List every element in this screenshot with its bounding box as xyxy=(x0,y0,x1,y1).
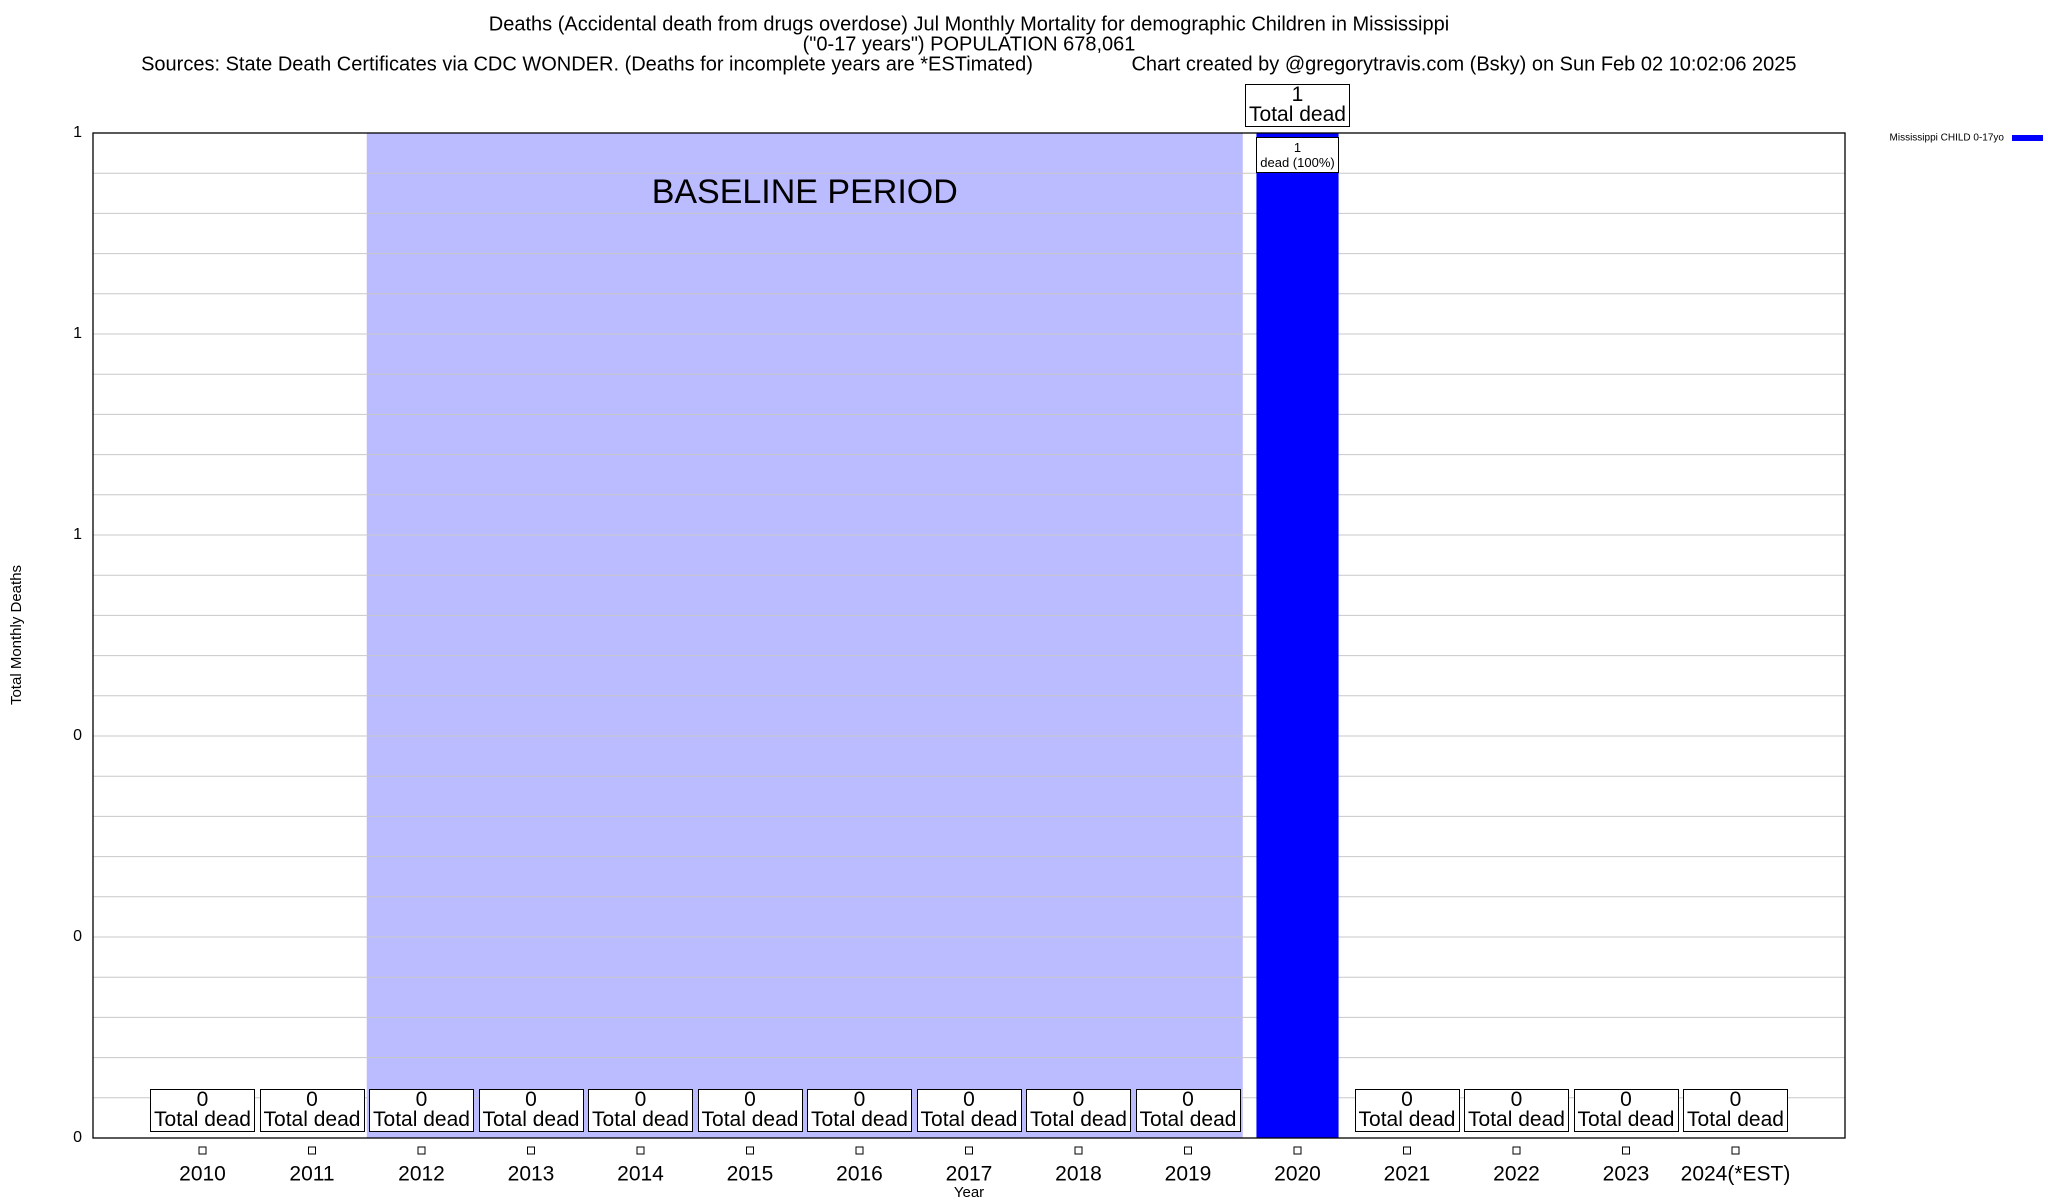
total-label: 0 Total dead xyxy=(1354,1089,1460,1132)
chart-subtitle: ("0-17 years") POPULATION 678,061 xyxy=(803,33,1136,55)
x-tick-marker xyxy=(1293,1146,1302,1155)
x-tick-marker xyxy=(1512,1146,1521,1155)
x-tick-marker xyxy=(1403,1146,1411,1155)
sources: Sources: State Death Certificates via CD… xyxy=(141,53,1033,75)
x-tick-label: 2019 xyxy=(1165,1163,1212,1186)
total-label: 0 Total dead xyxy=(1026,1089,1131,1132)
x-tick-marker xyxy=(198,1146,207,1155)
x-tick-label: 2024(*EST) xyxy=(1681,1163,1791,1186)
legend-label: Mississippi CHILD 0-17yo xyxy=(1890,133,2005,144)
x-tick-marker xyxy=(417,1146,426,1155)
credit: Chart created by @gregorytravis.com (Bsk… xyxy=(1131,53,1796,75)
x-tick-marker xyxy=(855,1146,864,1155)
x-tick-marker xyxy=(1622,1146,1630,1155)
total-label: 0 Total dead xyxy=(369,1089,474,1132)
x-tick-marker xyxy=(527,1146,535,1155)
y-tick-label: 0 xyxy=(73,727,82,744)
x-tick-marker xyxy=(965,1146,973,1155)
x-tick-label: 2011 xyxy=(289,1163,334,1186)
x-tick-label: 2015 xyxy=(727,1163,774,1186)
total-label: 0 Total dead xyxy=(1464,1089,1569,1132)
y-tick-label: 1 xyxy=(73,325,82,342)
total-label: 0 Total dead xyxy=(588,1089,693,1132)
total-label: 1 Total dead xyxy=(1245,84,1350,127)
x-tick-label: 2014 xyxy=(617,1163,664,1186)
x-tick-label: 2010 xyxy=(179,1163,226,1186)
x-axis-label: Year xyxy=(954,1184,984,1200)
bar xyxy=(1256,133,1339,1138)
x-tick-label: 2022 xyxy=(1493,1163,1540,1186)
y-tick-label: 0 xyxy=(73,1129,82,1146)
x-tick-label: 2017 xyxy=(946,1163,993,1186)
x-tick-label: 2012 xyxy=(398,1163,445,1186)
x-tick-marker xyxy=(746,1146,754,1155)
total-label: 0 Total dead xyxy=(1573,1089,1679,1132)
total-label: 0 Total dead xyxy=(259,1089,365,1132)
chart-title: Deaths (Accidental death from drugs over… xyxy=(489,13,1449,35)
total-label: 0 Total dead xyxy=(1135,1089,1241,1132)
x-tick-label: 2023 xyxy=(1603,1163,1650,1186)
y-axis-label: Total Monthly Deaths xyxy=(8,565,25,705)
x-tick-marker xyxy=(636,1146,645,1155)
total-label: 0 Total dead xyxy=(478,1089,584,1132)
total-label: 0 Total dead xyxy=(697,1089,803,1132)
total-label: 0 Total dead xyxy=(1683,1089,1788,1132)
x-tick-label: 2020 xyxy=(1274,1163,1321,1186)
plot-frame xyxy=(92,132,1846,1139)
baseline-label: BASELINE PERIOD xyxy=(652,173,958,211)
total-label: 0 Total dead xyxy=(916,1089,1022,1132)
x-tick-label: 2016 xyxy=(836,1163,883,1186)
baseline-region xyxy=(366,133,1243,1138)
total-label: 0 Total dead xyxy=(150,1089,255,1132)
y-tick-label: 1 xyxy=(73,124,82,141)
x-tick-marker xyxy=(1184,1146,1192,1155)
x-tick-marker xyxy=(308,1146,316,1155)
y-tick-label: 1 xyxy=(73,526,82,543)
x-tick-label: 2021 xyxy=(1384,1163,1431,1186)
x-tick-marker xyxy=(1731,1146,1740,1155)
x-tick-label: 2018 xyxy=(1055,1163,1102,1186)
bar-inner-label: 1 dead (100%) xyxy=(1256,137,1339,173)
x-tick-label: 2013 xyxy=(508,1163,555,1186)
x-tick-marker xyxy=(1074,1146,1083,1155)
y-tick-label: 0 xyxy=(73,928,82,945)
total-label: 0 Total dead xyxy=(807,1089,912,1132)
